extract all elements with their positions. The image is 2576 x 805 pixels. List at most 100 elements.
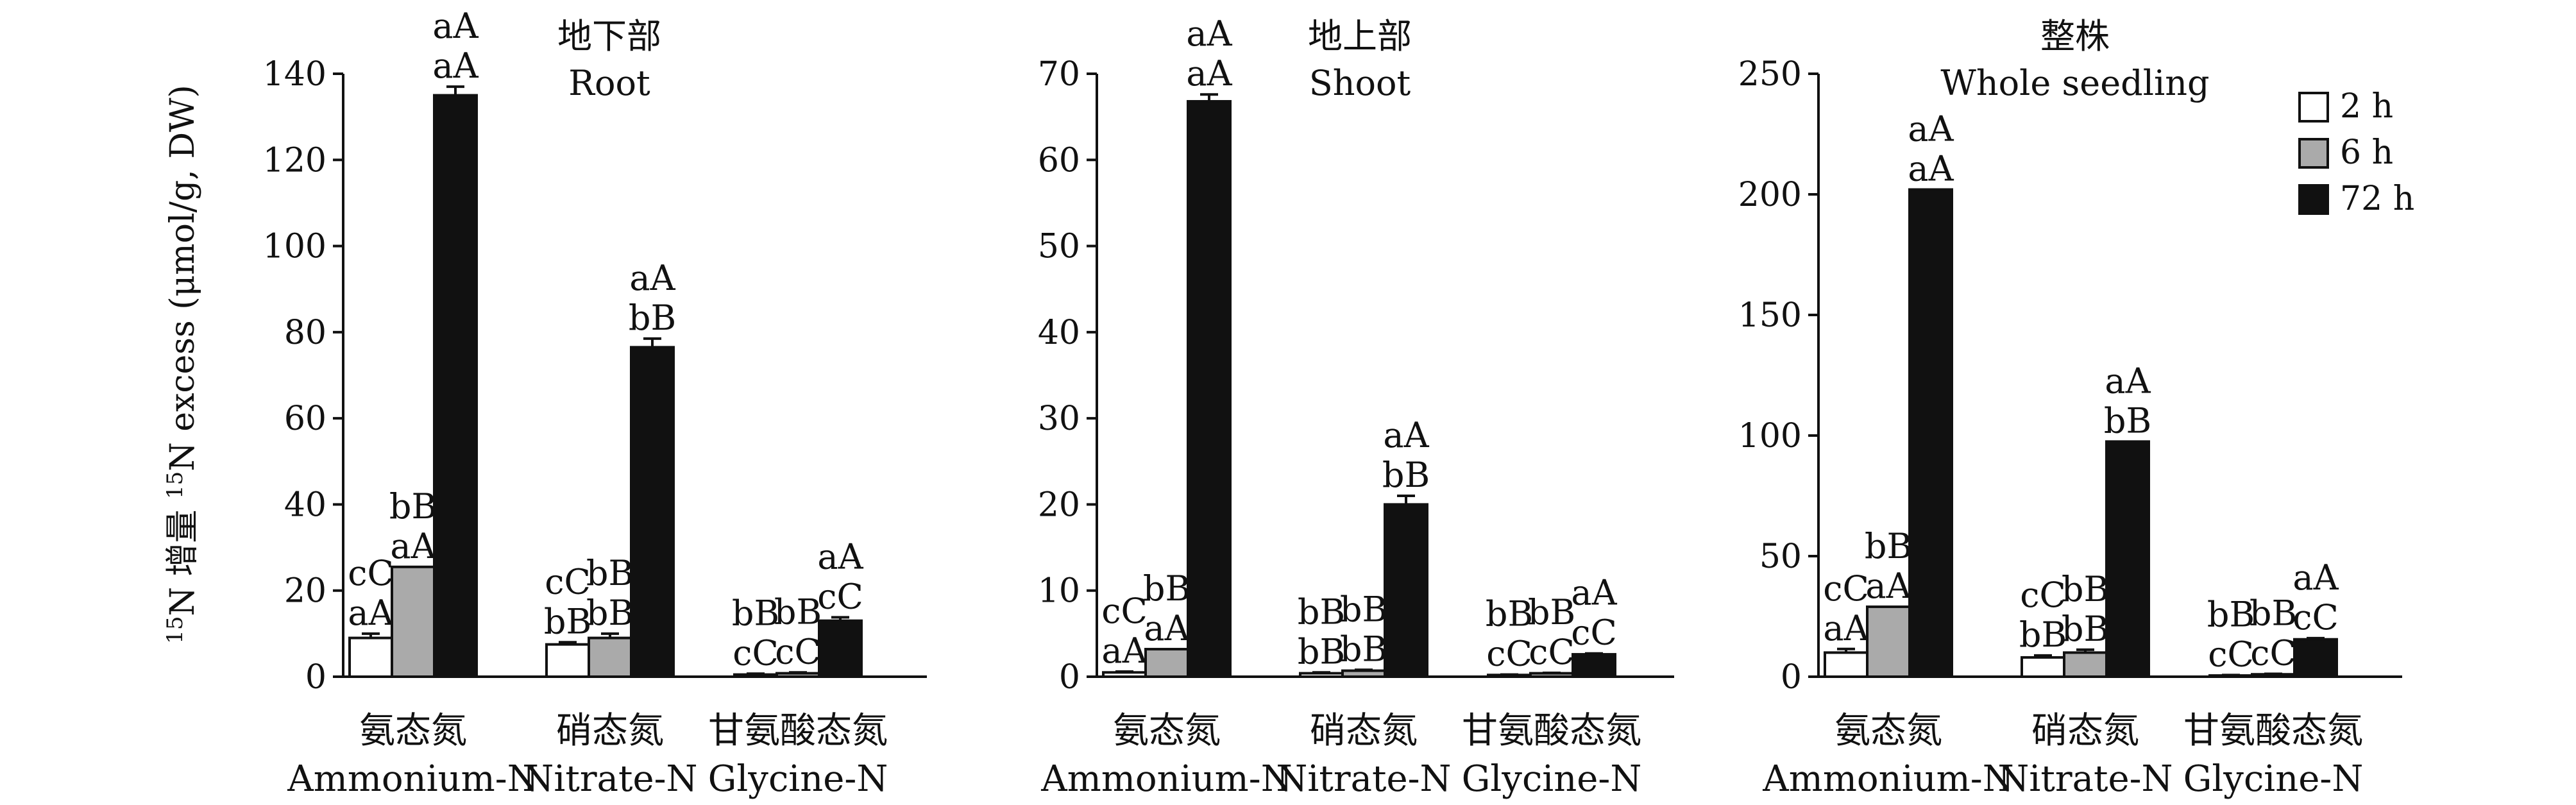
significance-label: bB [389,486,437,527]
bar-6h-2 [1341,669,1386,678]
legend-label: 2 h [2340,87,2393,126]
y-tick-label: 100 [263,228,326,266]
bar-72h-1 [1187,99,1232,678]
y-tick-label: 100 [1738,417,1802,455]
x-category-label-cn: 硝态氮 [556,710,664,752]
x-category-label-cn: 氨态氮 [1835,710,1942,752]
significance-label: aA [1101,631,1148,671]
y-tick-label: 50 [1759,538,1802,576]
significance-label: aA [1823,608,1869,648]
y-tick-label: 150 [1738,296,1802,335]
y-tick-label: 60 [1038,141,1080,180]
significance-label: bB [2019,614,2067,655]
bar-72h-2 [1384,503,1428,679]
chart-panel-2: 010203040506070地上部ShootaAcCaAbBaAaA氨态氮Am… [1038,13,1674,800]
y-tick-label: 30 [1038,400,1080,438]
significance-label: bB [1143,568,1191,609]
y-tick-label: 200 [1738,176,1802,214]
significance-label: bB [629,298,676,338]
y-axis-label-sup: 15 [162,616,188,644]
bar-6h-1 [1144,648,1189,678]
bar-72h-3 [1572,653,1616,678]
y-axis-label-sup2: 15 [162,471,188,499]
y-axis-label: 15N 增量 15N excess (μmol/g, DW) [162,85,202,644]
significance-label: aA [817,536,863,577]
legend-label: 6 h [2340,133,2393,172]
significance-label: aA [1908,108,1954,149]
x-category-label-cn: 硝态氮 [2031,710,2139,752]
bar-72h-1 [433,94,478,679]
bar-72h-2 [2105,440,2150,679]
chart-panel-1: 020406080100120140地下部RootaAcCaAbBaAaA氨态氮… [263,6,927,800]
significance-label: bB [544,601,591,641]
y-tick-label: 0 [1781,658,1802,697]
significance-label: cC [817,576,863,616]
panel-title: 地上部 [1308,16,1412,56]
x-category-label-en: Ammonium-N [1040,758,1292,800]
significance-label: bB [586,593,634,633]
significance-label: aA [432,6,479,46]
y-tick-label: 70 [1038,55,1080,94]
y-tick-label: 40 [1038,314,1080,352]
significance-label: cC [1823,568,1869,609]
y-tick-label: 0 [305,658,326,697]
panel-title: 整株 [2040,16,2110,56]
y-tick-label: 250 [1738,55,1802,94]
significance-label: cC [733,632,779,673]
y-tick-label: 140 [263,55,326,94]
significance-label: cC [1571,613,1617,653]
x-category-label-en: Ammonium-N [287,758,538,800]
bar-72h-2 [630,346,675,678]
significance-label: bB [732,593,779,633]
x-category-label-en: Nitrate-N [1997,758,2173,800]
significance-label: bB [2104,400,2151,441]
significance-label: cC [1101,591,1148,631]
y-tick-label: 0 [1059,658,1080,697]
significance-label: cC [2020,575,2066,615]
significance-label: cC [2292,597,2339,638]
significance-label: aA [2105,360,2151,401]
significance-label: cC [2208,634,2254,674]
significance-label: bB [1528,592,1575,632]
x-category-label-en: Glycine-N [708,758,888,800]
significance-label: bB [586,553,634,593]
panel-subtitle: Shoot [1309,63,1411,103]
bar-6h-2 [588,636,632,678]
significance-label: aA [1383,415,1429,455]
bar-6h-1 [391,565,436,678]
bar-2h-2 [1299,672,1344,678]
significance-label: bB [2207,594,2255,634]
bar-2h-1 [1824,651,1868,679]
y-axis-label-tail: N excess (μmol/g, DW) [164,85,202,471]
x-category-label-en: Nitrate-N [1276,758,1451,800]
significance-label: aA [629,258,675,298]
y-axis-label-mid: N 增量 [164,499,202,616]
significance-label: bB [1340,589,1387,629]
significance-label: cC [348,553,394,593]
y-tick-label: 60 [284,400,326,438]
y-tick-label: 20 [1038,486,1080,524]
significance-label: aA [1186,53,1232,94]
x-category-label-cn: 硝态氮 [1310,710,1418,752]
x-category-label-en: Nitrate-N [522,758,697,800]
legend-swatch [2298,138,2329,169]
panel-title: 地下部 [557,16,661,56]
significance-label: aA [1908,148,1954,189]
bar-2h-2 [545,643,590,679]
y-tick-label: 50 [1038,228,1080,266]
x-category-label-cn: 甘氨酸态氮 [1462,710,1641,752]
significance-label: aA [1571,573,1617,613]
x-category-label-en: Glycine-N [1462,758,1642,800]
bar-2h-1 [348,636,393,678]
significance-label: bB [1486,594,1533,634]
significance-label: bB [1298,631,1345,672]
x-category-label-cn: 氨态氮 [359,710,467,752]
significance-label: bB [1298,591,1345,632]
significance-label: bB [1340,629,1387,669]
y-tick-label: 20 [284,572,326,611]
significance-label: aA [1865,566,1911,606]
y-tick-label: 120 [263,141,326,180]
legend-swatch [2298,92,2329,123]
